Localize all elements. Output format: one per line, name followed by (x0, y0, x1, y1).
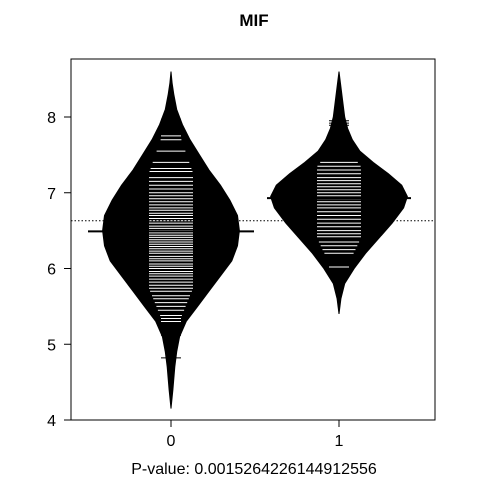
plot-frame (70, 58, 436, 421)
x-tick-label: 1 (335, 433, 344, 450)
bean-group-1 (267, 71, 411, 314)
plot-area (71, 71, 435, 409)
y-tick-label: 5 (47, 337, 56, 354)
y-tick-label: 6 (47, 262, 56, 279)
y-tick-label: 7 (47, 186, 56, 203)
bean-group-0 (88, 71, 254, 409)
x-tick-label: 0 (167, 433, 176, 450)
y-tick-label: 4 (47, 413, 56, 430)
x-axis-label: P-value: 0.0015264226144912556 (131, 461, 377, 478)
y-axis: 4 5 6 7 8 (47, 110, 71, 430)
y-tick-label: 8 (47, 110, 56, 127)
chart-title: MIF (239, 11, 268, 30)
